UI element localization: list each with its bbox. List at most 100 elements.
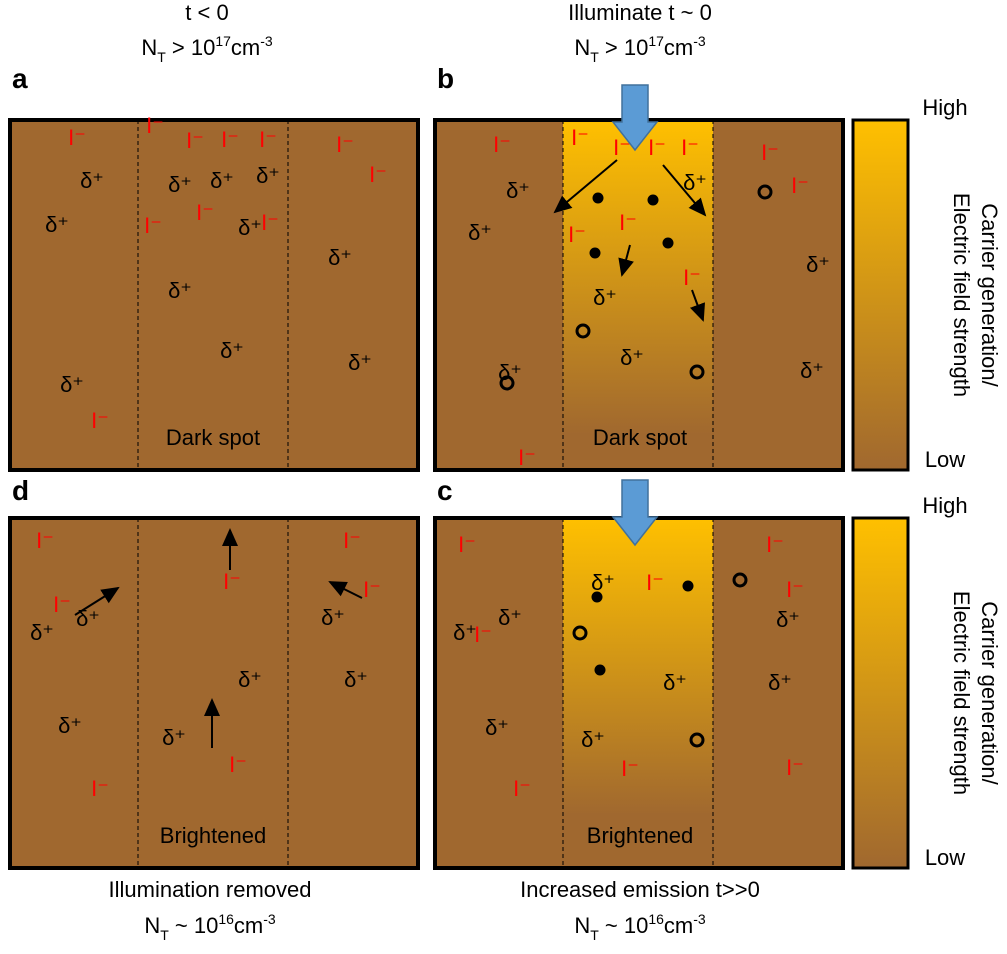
density-unit: cm	[664, 35, 693, 60]
illuminated-region	[563, 518, 713, 868]
region-label: Dark spot	[593, 425, 687, 450]
positive-charge: δ⁺	[776, 607, 800, 632]
iodide-ion: I⁻	[261, 210, 279, 235]
caption: Illumination removed	[109, 877, 312, 902]
positive-charge: δ⁺	[485, 715, 509, 740]
iodide-ion: I⁻	[766, 532, 784, 557]
positive-charge: δ⁺	[168, 172, 192, 197]
positive-charge: δ⁺	[238, 215, 262, 240]
panel-background	[10, 518, 418, 868]
iodide-ion: I⁻	[518, 445, 536, 470]
iodide-ion: I⁻	[144, 213, 162, 238]
illumination-arrow	[611, 479, 659, 547]
panel-letter: a	[12, 63, 28, 94]
panel-border	[8, 516, 420, 870]
electron	[682, 580, 694, 592]
positive-charge: δ⁺	[80, 168, 104, 193]
migration-arrow	[553, 159, 618, 214]
density-mid: ~ 10	[599, 913, 649, 938]
iodide-ion: I⁻	[571, 125, 589, 150]
positive-charge: δ⁺	[498, 605, 522, 630]
iodide-ion: I⁻	[683, 265, 701, 290]
iodide-ion: I⁻	[458, 532, 476, 557]
density-unit-sup: -3	[263, 911, 276, 927]
density-main: N	[141, 35, 157, 60]
iodide-ion: I⁻	[259, 127, 277, 152]
iodide-ion: I⁻	[761, 140, 779, 165]
density-main: N	[574, 35, 590, 60]
positive-charge: δ⁺	[344, 667, 368, 692]
iodide-ion: I⁻	[493, 132, 511, 157]
density-sub: T	[157, 49, 166, 65]
iodide-ion: I⁻	[786, 577, 804, 602]
electron	[594, 664, 606, 676]
panel-letter: d	[12, 475, 29, 506]
positive-charge: δ⁺	[806, 252, 830, 277]
iodide-ion: I⁻	[648, 135, 666, 160]
positive-charge: δ⁺	[328, 245, 352, 270]
density-sup: 17	[215, 33, 231, 49]
iodide-ion: I⁻	[568, 222, 586, 247]
iodide-ion: I⁻	[68, 125, 86, 150]
positive-charge: δ⁺	[60, 372, 84, 397]
iodide-ion: I⁻	[791, 173, 809, 198]
positive-charge: δ⁺	[210, 168, 234, 193]
hole	[572, 625, 588, 641]
density-mid: > 10	[166, 35, 216, 60]
colorbar-low: Low	[925, 845, 965, 870]
density-unit: cm	[234, 913, 263, 938]
caption: t < 0	[185, 0, 228, 25]
colorbar-title: Carrier generation/	[977, 203, 1002, 387]
density-sub: T	[590, 927, 599, 943]
iodide-ion: I⁻	[221, 127, 239, 152]
density-sub: T	[160, 927, 169, 943]
iodide-ion: I⁻	[681, 135, 699, 160]
iodide-ion: I⁻	[646, 570, 664, 595]
iodide-ion: I⁻	[229, 752, 247, 777]
defect-density: NT > 1017cm-3	[574, 33, 706, 65]
positive-charge: δ⁺	[162, 725, 186, 750]
iodide-ion: I⁻	[343, 528, 361, 553]
hole	[499, 375, 515, 391]
positive-charge: δ⁺	[593, 285, 617, 310]
iodide-ion: I⁻	[91, 776, 109, 801]
migration-arrow	[618, 244, 634, 277]
colorbar-high: High	[922, 493, 967, 518]
illumination-arrow	[611, 84, 659, 152]
positive-charge: δ⁺	[663, 670, 687, 695]
positive-charge: δ⁺	[321, 605, 345, 630]
migration-arrow	[662, 164, 707, 217]
positive-charge: δ⁺	[506, 178, 530, 203]
defect-density: NT ~ 1016cm-3	[574, 911, 706, 943]
region-label: Brightened	[587, 823, 693, 848]
positive-charge: δ⁺	[168, 278, 192, 303]
defect-density: NT > 1017cm-3	[141, 33, 273, 65]
positive-charge: δ⁺	[768, 670, 792, 695]
caption: Illuminate t ~ 0	[568, 0, 712, 25]
positive-charge: δ⁺	[581, 727, 605, 752]
density-main: N	[144, 913, 160, 938]
positive-charge: δ⁺	[683, 170, 707, 195]
electron	[592, 192, 604, 204]
migration-arrow	[328, 581, 363, 599]
migration-arrow	[689, 289, 706, 322]
iodide-ion: I⁻	[786, 755, 804, 780]
region-label: Dark spot	[166, 425, 260, 450]
density-unit-sup: -3	[693, 33, 706, 49]
density-unit-sup: -3	[260, 33, 273, 49]
iodide-ion: I⁻	[613, 135, 631, 160]
positive-charge: δ⁺	[45, 212, 69, 237]
positive-charge: δ⁺	[220, 338, 244, 363]
colorbar-title: Electric field strength	[949, 591, 974, 795]
panel-letter: b	[437, 63, 454, 94]
defect-density: NT ~ 1016cm-3	[144, 911, 276, 943]
positive-charge: δ⁺	[238, 667, 262, 692]
hole	[689, 364, 705, 380]
density-mid: ~ 10	[169, 913, 219, 938]
electron	[589, 247, 601, 259]
iodide-ion: I⁻	[186, 128, 204, 153]
electron	[662, 237, 674, 249]
panel-background	[10, 120, 418, 470]
density-sup: 16	[648, 911, 664, 927]
colorbar-title: Electric field strength	[949, 193, 974, 397]
